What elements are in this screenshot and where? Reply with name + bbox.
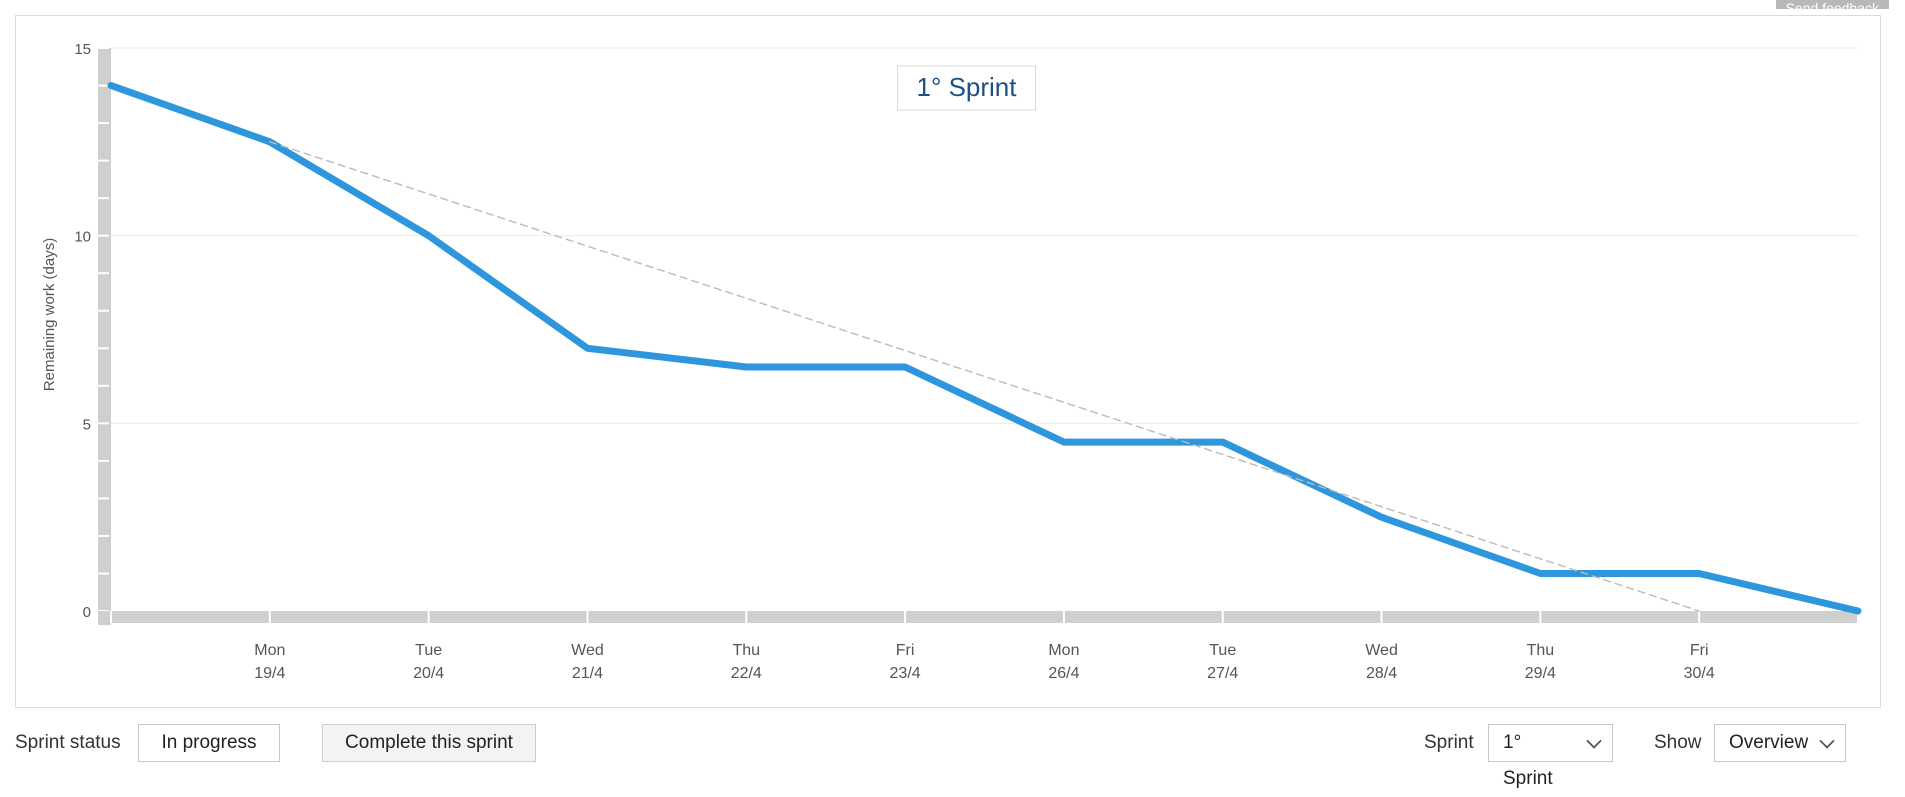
y-axis-bar [98, 48, 111, 625]
sprint-select-value: 1° Sprint [1503, 732, 1553, 789]
show-select-value: Overview [1729, 732, 1809, 753]
x-tick-day-label: Wed [1365, 642, 1398, 659]
show-select-label: Show [1654, 732, 1702, 753]
x-axis-bar [98, 611, 1858, 623]
x-tick-date-label: 22/4 [731, 665, 762, 682]
x-tick-date-label: 21/4 [572, 665, 603, 682]
x-tick-date-label: 30/4 [1684, 665, 1715, 682]
x-tick-date-label: 23/4 [890, 665, 921, 682]
y-tick-label: 0 [83, 604, 91, 621]
y-tick-label: 5 [83, 416, 91, 433]
y-axis-label: Remaining work (days) [41, 238, 58, 391]
x-tick-day-label: Mon [1048, 642, 1079, 659]
chevron-down-icon [1819, 733, 1835, 749]
x-tick-day-label: Mon [254, 642, 285, 659]
x-tick-date-label: 19/4 [254, 665, 285, 682]
sprint-status-field: In progress [138, 724, 280, 762]
x-tick-day-label: Fri [1690, 642, 1709, 659]
chevron-down-icon [1586, 733, 1602, 749]
x-tick-date-label: 26/4 [1048, 665, 1079, 682]
remaining-work-line [107, 82, 1862, 615]
x-tick-date-label: 20/4 [413, 665, 444, 682]
send-feedback-button[interactable]: Send feedback [1775, 0, 1889, 9]
x-tick-day-label: Wed [571, 642, 604, 659]
y-tick-label: 15 [74, 41, 91, 58]
x-tick-date-label: 29/4 [1525, 665, 1556, 682]
y-tick-label: 10 [74, 229, 91, 246]
show-select[interactable]: Overview [1714, 724, 1846, 762]
x-tick-day-label: Thu [1527, 642, 1555, 659]
x-tick-day-label: Fri [896, 642, 915, 659]
chart-title: 1° Sprint [916, 72, 1017, 102]
sprint-status-label: Sprint status [15, 732, 121, 753]
sprint-select-label: Sprint [1424, 732, 1474, 753]
sprint-select[interactable]: 1° Sprint [1488, 724, 1613, 789]
ideal-burndown-line [269, 141, 1700, 612]
complete-sprint-button[interactable]: Complete this sprint [322, 724, 536, 762]
burndown-chart: 0 5 10 15 Remaining work (days) Mon 19/4 Tue 20/… [41, 41, 1862, 682]
x-tick-date-label: 28/4 [1366, 665, 1397, 682]
x-tick-date-label: 27/4 [1207, 665, 1238, 682]
x-tick-day-label: Thu [732, 642, 760, 659]
chart-title-box [897, 65, 1036, 111]
sprint-toolbar: Sprint status In progress Complete this … [0, 724, 1905, 789]
burndown-chart-panel: 0 5 10 15 Remaining work (days) Mon 19/4 Tue 20/… [15, 15, 1881, 708]
x-tick-day-label: Tue [1209, 642, 1236, 659]
x-tick-day-label: Tue [415, 642, 442, 659]
